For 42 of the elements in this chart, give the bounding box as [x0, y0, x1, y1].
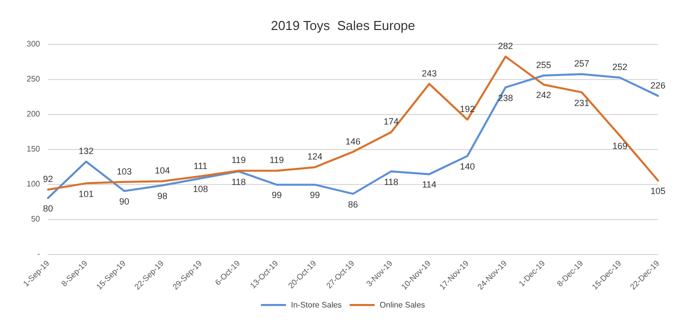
y-tick-label: 200 [26, 110, 41, 118]
data-label: 80 [42, 204, 54, 214]
data-label: 174 [384, 116, 399, 127]
data-label: 111 [194, 160, 208, 171]
data-label: 124 [307, 152, 322, 162]
data-label: 140 [460, 162, 475, 172]
data-label: 86 [348, 199, 358, 210]
y-tick-label: 150 [26, 144, 41, 154]
data-label: 226 [650, 80, 666, 90]
data-label: 119 [231, 155, 246, 166]
data-label: 108 [192, 184, 208, 194]
data-label: 92 [42, 174, 54, 184]
data-label: 231 [574, 98, 590, 108]
data-label: 104 [154, 166, 170, 176]
data-label: 252 [612, 62, 628, 72]
data-label: 242 [536, 90, 552, 100]
data-label: 90 [119, 196, 130, 206]
data-label: 103 [116, 166, 132, 176]
data-label: 105 [650, 186, 666, 196]
data-label: 99 [310, 190, 320, 200]
y-tick-label: 250 [26, 74, 41, 84]
data-label: 99 [272, 190, 282, 200]
y-tick-label: 50 [31, 214, 41, 224]
data-label: 243 [422, 68, 437, 78]
data-label: 257 [574, 58, 590, 69]
data-label: 118 [231, 176, 246, 187]
y-tick-label: 300 [26, 40, 41, 48]
chart-title: 2019 Toys Sales Europe [270, 18, 416, 33]
data-label: 98 [157, 190, 168, 201]
legend-label: In-Store Sales [290, 300, 342, 310]
data-label: 114 [422, 180, 436, 190]
data-label: 101 [78, 188, 94, 199]
data-label: 282 [498, 41, 514, 52]
data-label: 146 [345, 136, 361, 146]
legend-label: Online Sales [380, 300, 426, 310]
data-label: 119 [270, 155, 284, 166]
y-tick-label: 100 [26, 180, 41, 188]
data-label: 255 [536, 60, 552, 70]
data-label: 132 [78, 146, 94, 156]
data-label: 169 [612, 141, 628, 152]
y-tick-label: - [37, 250, 40, 258]
data-label: 118 [384, 176, 398, 187]
